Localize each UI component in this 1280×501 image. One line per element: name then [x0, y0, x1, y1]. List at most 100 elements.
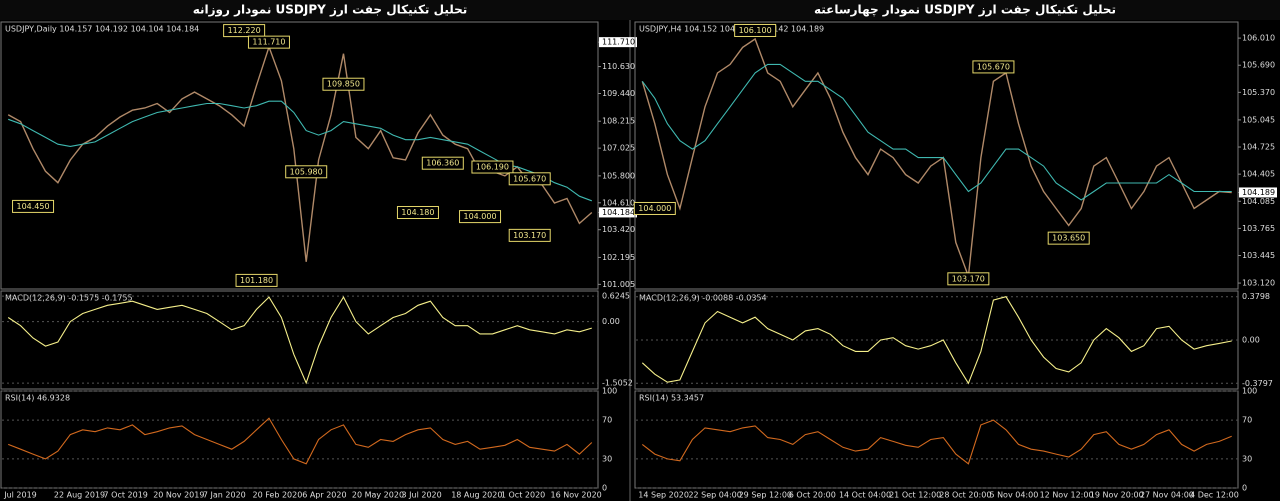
y-tick-label: 105.690	[1242, 61, 1275, 70]
x-tick-label: 14 Oct 04:00	[839, 491, 891, 500]
annotation-box	[972, 60, 1015, 74]
annotation-box	[223, 24, 266, 38]
series-line	[641, 419, 1232, 465]
y-tick-label: 105.800	[602, 171, 635, 180]
annotation-label: 105.670	[513, 174, 546, 183]
x-tick-label: 14 Sep 2020	[638, 491, 689, 500]
series-line	[8, 417, 593, 465]
y-tick-label: 30	[602, 454, 612, 463]
x-tick-label: 27 Nov 04:00	[1140, 491, 1194, 500]
annotation-box	[508, 228, 551, 242]
annotation-label: 103.650	[1052, 234, 1085, 243]
y-tick-label: 0.6245	[602, 292, 630, 301]
x-tick-label: 20 Feb 2020	[253, 491, 303, 500]
panel-frame	[0, 290, 599, 390]
x-tick-label: Jul 2019	[3, 491, 37, 500]
x-tick-label: 28 Oct 20:00	[939, 491, 991, 500]
y-tick-label: 0	[602, 484, 607, 493]
annotation-label: 103.170	[513, 231, 546, 240]
y-tick-label: 30	[1242, 454, 1252, 463]
y-tick-label: 108.215	[602, 117, 635, 126]
series-line	[641, 37, 1232, 277]
panel-header: RSI(14) 46.9328	[5, 394, 70, 403]
annotation-box	[247, 35, 290, 49]
y-tick-label: 100	[1242, 387, 1257, 396]
annotation-label: 104.450	[16, 202, 49, 211]
panel-frame	[0, 390, 599, 489]
y-tick-label: 104.610	[602, 198, 635, 207]
panel-header: RSI(14) 53.3457	[639, 394, 704, 403]
series-line	[641, 296, 1232, 385]
y-tick-label: 103.765	[1242, 224, 1275, 233]
annotation-box	[285, 165, 328, 179]
y-tick-label: -0.3797	[1242, 379, 1273, 388]
x-tick-label: 16 Nov 2020	[551, 491, 602, 500]
annotation-box	[1047, 231, 1090, 245]
annotation-label: 101.180	[240, 276, 273, 285]
panel-header: USDJPY,H4 104.152 104.192 104.142 104.18…	[639, 25, 824, 34]
x-tick-label: 20 May 2020	[352, 491, 404, 500]
tick-highlight	[599, 37, 637, 48]
annotation-box	[396, 206, 439, 220]
panel-header: MACD(12,26,9) -0.1575 -0.1755	[5, 294, 133, 303]
annotation-label: 105.980	[290, 167, 323, 176]
y-tick-label: 0.00	[602, 317, 620, 326]
annotation-label: 104.000	[638, 204, 671, 213]
annotation-label: 111.710	[252, 38, 285, 47]
annotation-label: 106.360	[426, 159, 459, 168]
y-tick-label: 104.189	[1242, 188, 1275, 197]
annotation-box	[508, 172, 551, 186]
y-tick-label: 106.010	[1242, 34, 1275, 43]
annotation-box	[947, 272, 990, 286]
panel-frame	[0, 21, 599, 290]
y-tick-label: 104.085	[1242, 197, 1275, 206]
y-tick-label: 105.370	[1242, 88, 1275, 97]
annotation-box	[322, 77, 365, 91]
y-tick-label: 104.725	[1242, 143, 1275, 152]
tick-highlight	[1239, 187, 1277, 198]
annotation-label: 104.000	[463, 212, 496, 221]
panel-header: USDJPY,Daily 104.157 104.192 104.104 104…	[5, 25, 199, 34]
x-tick-label: 3 Jul 2020	[402, 491, 442, 500]
y-tick-label: 111.710	[602, 38, 635, 47]
y-tick-label: 101.005	[602, 280, 635, 289]
series-line	[641, 63, 1232, 201]
annotation-label: 104.180	[401, 208, 434, 217]
series-line	[7, 295, 592, 385]
y-tick-label: 104.405	[1242, 170, 1275, 179]
y-tick-label: 102.195	[602, 253, 635, 262]
x-tick-label: 7 Oct 2019	[104, 491, 148, 500]
annotation-label: 106.190	[476, 163, 509, 172]
annotation-label: 105.670	[977, 62, 1010, 71]
y-tick-label: 110.630	[602, 62, 635, 71]
annotation-label: 109.850	[327, 80, 360, 89]
y-tick-label: -1.5052	[602, 379, 633, 388]
annotation-box	[459, 210, 502, 224]
y-tick-label: 109.440	[602, 89, 635, 98]
y-tick-label: 104.184	[602, 208, 635, 217]
chart-title: تحلیل تکنیکال جفت ارز USDJPY نمودار روزا…	[193, 3, 468, 18]
x-tick-label: 12 Nov 12:00	[1040, 491, 1094, 500]
annotation-box	[12, 199, 55, 213]
y-tick-label: 0	[1242, 484, 1247, 493]
x-tick-label: 21 Oct 12:00	[889, 491, 941, 500]
y-tick-label: 105.045	[1242, 115, 1275, 124]
x-tick-label: 18 Aug 2020	[451, 491, 502, 500]
x-tick-label: 4 Dec 12:00	[1190, 491, 1239, 500]
annotation-label: 112.220	[228, 26, 261, 35]
x-tick-label: 22 Aug 2019	[54, 491, 105, 500]
title-bar	[0, 0, 1280, 20]
y-tick-label: 0.3798	[1242, 292, 1270, 301]
x-tick-label: 5 Nov 04:00	[989, 491, 1038, 500]
y-tick-label: 103.445	[1242, 251, 1275, 260]
y-tick-label: 100	[602, 387, 617, 396]
y-tick-label: 70	[1242, 416, 1252, 425]
chart-title: تحلیل تکنیکال جفت ارز USDJPY نمودار چهار…	[814, 3, 1116, 18]
tick-highlight	[599, 207, 637, 218]
y-tick-label: 103.120	[1242, 279, 1275, 288]
x-tick-label: 1 Oct 2020	[501, 491, 545, 500]
x-tick-label: 7 Jan 2020	[203, 491, 246, 500]
panel-header: MACD(12,26,9) -0.0088 -0.0354	[639, 294, 767, 303]
